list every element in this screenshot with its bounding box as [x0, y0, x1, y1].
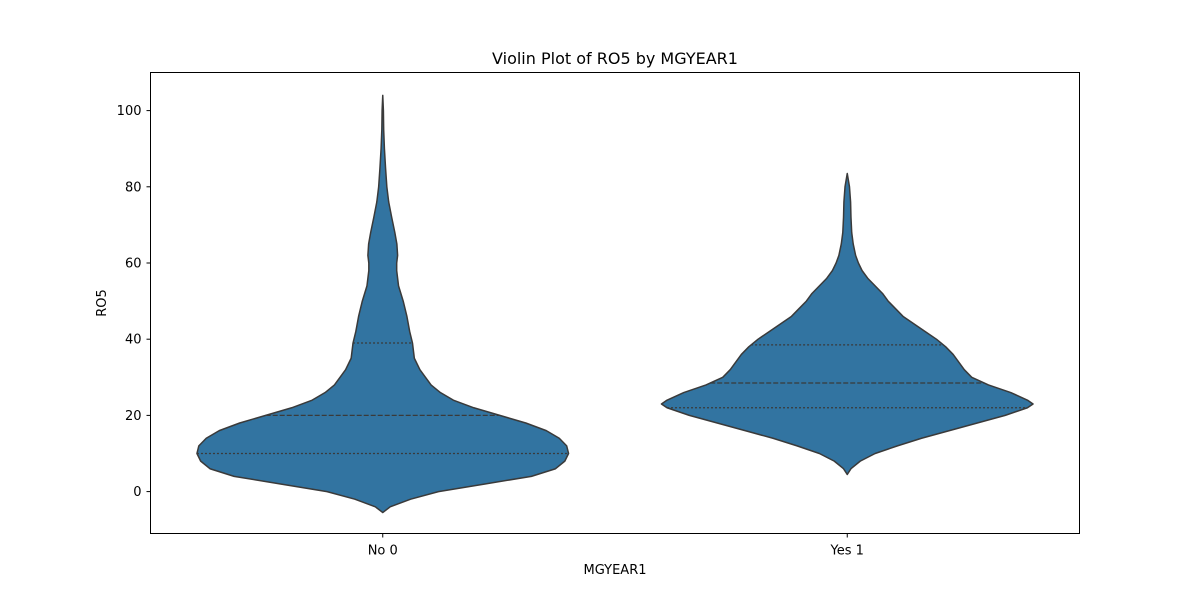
y-tick-label: 100 — [117, 104, 142, 119]
y-axis: 0 20 40 60 80 100 — [117, 104, 151, 500]
violin-2 — [660, 172, 1034, 476]
x-tick-label: Yes 1 — [830, 544, 864, 559]
violin-1 — [196, 94, 570, 514]
x-axis: No 0 Yes 1 — [368, 533, 864, 559]
y-axis-label: RO5 — [95, 289, 110, 317]
chart-title: Violin Plot of RO5 by MGYEAR1 — [492, 49, 738, 68]
y-tick-label: 80 — [125, 180, 142, 195]
x-tick-label: No 0 — [368, 544, 398, 559]
y-tick-label: 20 — [125, 409, 142, 424]
plot-frame — [150, 72, 1080, 534]
y-tick-label: 0 — [133, 485, 141, 500]
quartile-lines — [196, 342, 1028, 455]
x-axis-label: MGYEAR1 — [584, 563, 647, 578]
y-tick-label: 40 — [125, 333, 142, 348]
violin-group — [196, 94, 1034, 514]
y-tick-label: 60 — [125, 256, 142, 271]
